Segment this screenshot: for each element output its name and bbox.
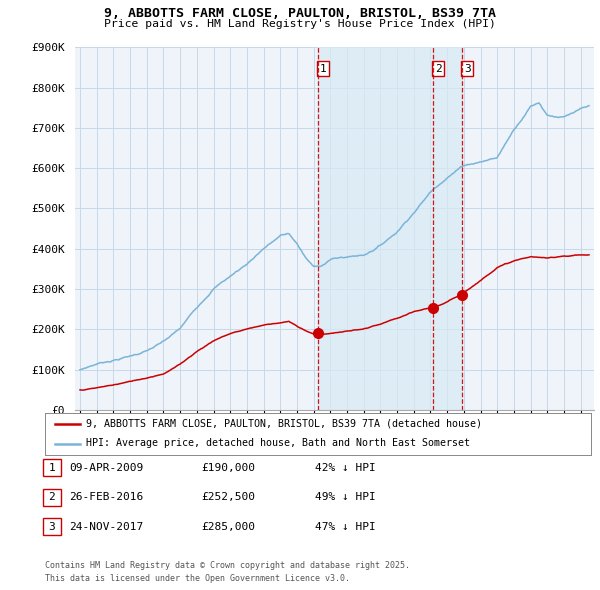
Text: 47% ↓ HPI: 47% ↓ HPI	[315, 522, 376, 532]
Text: £252,500: £252,500	[201, 493, 255, 502]
Text: 9, ABBOTTS FARM CLOSE, PAULTON, BRISTOL, BS39 7TA: 9, ABBOTTS FARM CLOSE, PAULTON, BRISTOL,…	[104, 7, 496, 20]
Text: Contains HM Land Registry data © Crown copyright and database right 2025.: Contains HM Land Registry data © Crown c…	[45, 561, 410, 570]
Text: 1: 1	[320, 64, 326, 74]
Text: £285,000: £285,000	[201, 522, 255, 532]
Bar	[318, 47, 462, 410]
Text: 09-APR-2009: 09-APR-2009	[69, 463, 143, 473]
Text: 49% ↓ HPI: 49% ↓ HPI	[315, 493, 376, 502]
Text: 2: 2	[48, 493, 55, 502]
Text: 1: 1	[48, 463, 55, 473]
Text: This data is licensed under the Open Government Licence v3.0.: This data is licensed under the Open Gov…	[45, 574, 350, 583]
Text: 3: 3	[464, 64, 470, 74]
Text: £190,000: £190,000	[201, 463, 255, 473]
Text: 9, ABBOTTS FARM CLOSE, PAULTON, BRISTOL, BS39 7TA (detached house): 9, ABBOTTS FARM CLOSE, PAULTON, BRISTOL,…	[86, 418, 482, 428]
Text: HPI: Average price, detached house, Bath and North East Somerset: HPI: Average price, detached house, Bath…	[86, 438, 470, 448]
Text: Price paid vs. HM Land Registry's House Price Index (HPI): Price paid vs. HM Land Registry's House …	[104, 19, 496, 29]
Text: 26-FEB-2016: 26-FEB-2016	[69, 493, 143, 502]
Text: 3: 3	[48, 522, 55, 532]
Text: 2: 2	[434, 64, 442, 74]
Text: 42% ↓ HPI: 42% ↓ HPI	[315, 463, 376, 473]
Text: 24-NOV-2017: 24-NOV-2017	[69, 522, 143, 532]
